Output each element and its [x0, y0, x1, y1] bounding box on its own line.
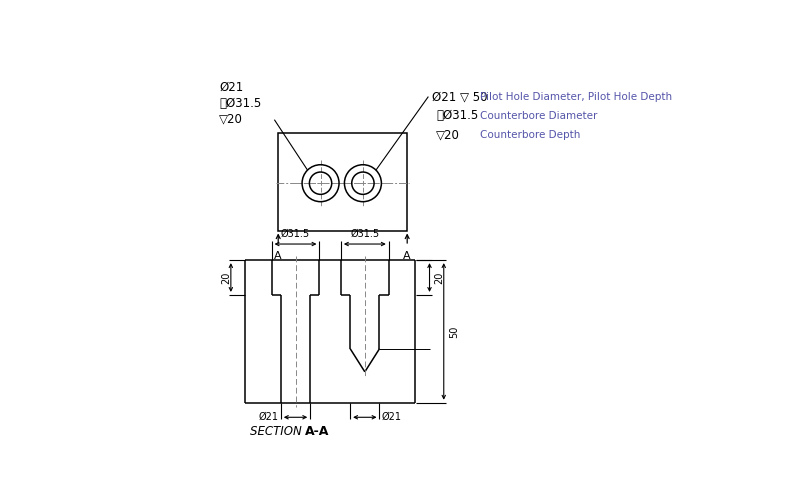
- Text: Ø31.5: Ø31.5: [350, 228, 379, 238]
- Text: Ø21: Ø21: [382, 412, 401, 422]
- Text: 20: 20: [221, 272, 231, 283]
- Text: ▽20: ▽20: [436, 128, 460, 141]
- Text: 50: 50: [449, 325, 459, 338]
- Text: A: A: [275, 252, 282, 262]
- Text: ⌴Ø31.5: ⌴Ø31.5: [220, 96, 261, 110]
- Text: 20: 20: [434, 272, 445, 283]
- Text: ▽20: ▽20: [220, 112, 243, 125]
- Text: ⌴Ø31.5: ⌴Ø31.5: [436, 110, 478, 122]
- Text: SECTION: SECTION: [249, 425, 305, 438]
- Text: Ø21 ▽ 50: Ø21 ▽ 50: [432, 90, 488, 103]
- Text: A-A: A-A: [305, 425, 330, 438]
- Bar: [279, 133, 407, 232]
- Text: Counterbore Diameter: Counterbore Diameter: [480, 111, 597, 121]
- Text: Pilot Hole Diameter, Pilot Hole Depth: Pilot Hole Diameter, Pilot Hole Depth: [480, 92, 672, 102]
- Text: Ø31.5: Ø31.5: [281, 228, 310, 238]
- Text: A: A: [404, 252, 411, 262]
- Text: Ø21: Ø21: [259, 412, 279, 422]
- Text: Counterbore Depth: Counterbore Depth: [480, 130, 581, 140]
- Text: Ø21: Ø21: [220, 80, 243, 94]
